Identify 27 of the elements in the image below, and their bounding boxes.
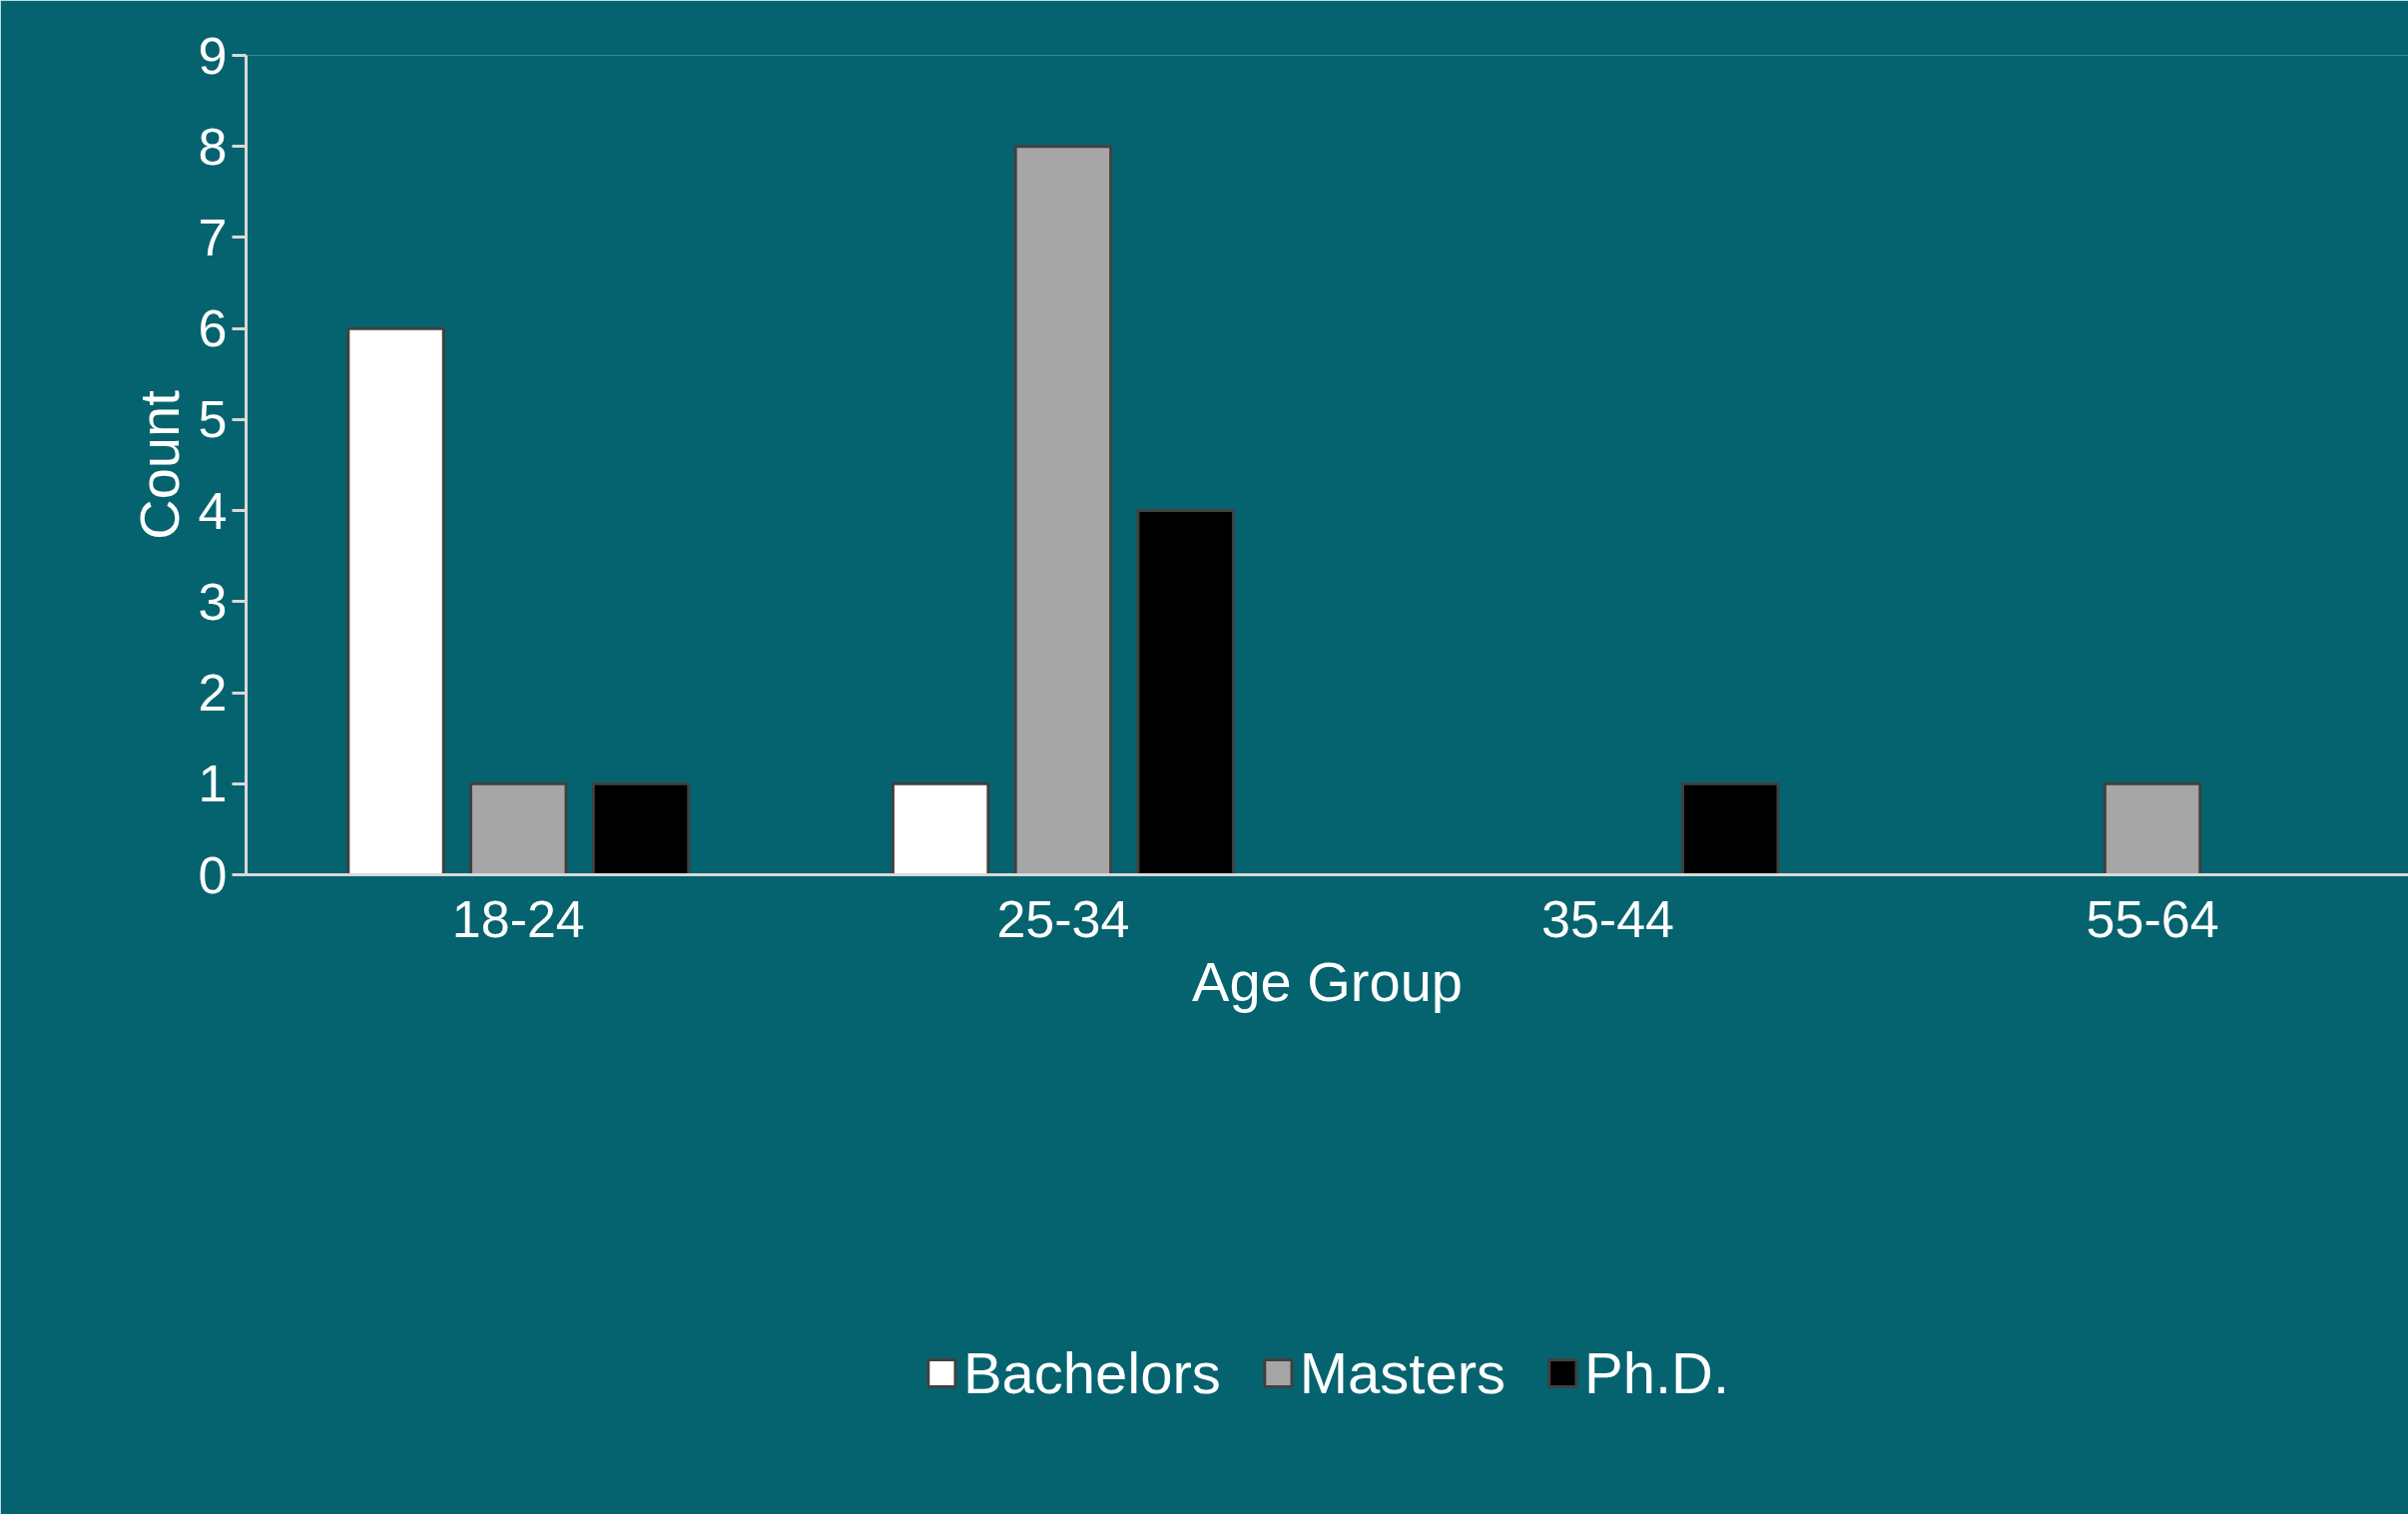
- bar: [346, 326, 445, 875]
- y-tick-label: 7: [198, 208, 228, 266]
- y-tick-label: 0: [198, 845, 228, 904]
- x-tick-label: 18-24: [451, 889, 585, 948]
- y-tick-label: 6: [198, 299, 228, 358]
- bar: [1136, 509, 1235, 875]
- x-axis-title: Age Group: [1192, 949, 1463, 1013]
- bar: [1681, 781, 1780, 875]
- bar: [891, 781, 990, 875]
- y-tick-label: 2: [198, 664, 228, 723]
- legend-label: Ph.D.: [1584, 1338, 1730, 1406]
- bar: [2103, 781, 2202, 875]
- y-tick-label: 8: [198, 117, 228, 176]
- y-tick-label: 1: [198, 755, 228, 813]
- x-tick-label: 25-34: [996, 889, 1130, 948]
- bar: [1013, 145, 1113, 875]
- y-tick-label: 4: [198, 481, 228, 540]
- legend-label: Masters: [1299, 1338, 1506, 1406]
- x-tick-label: 35-44: [1540, 889, 1674, 948]
- bar: [469, 781, 568, 875]
- y-tick-label: 9: [198, 26, 228, 85]
- x-tick-label: 55-64: [2086, 889, 2219, 948]
- bar: [591, 781, 691, 875]
- y-axis-title: Count: [127, 389, 191, 540]
- legend-label: Bachelors: [962, 1338, 1221, 1406]
- y-tick-label: 3: [198, 572, 228, 631]
- y-tick-label: 5: [198, 390, 228, 449]
